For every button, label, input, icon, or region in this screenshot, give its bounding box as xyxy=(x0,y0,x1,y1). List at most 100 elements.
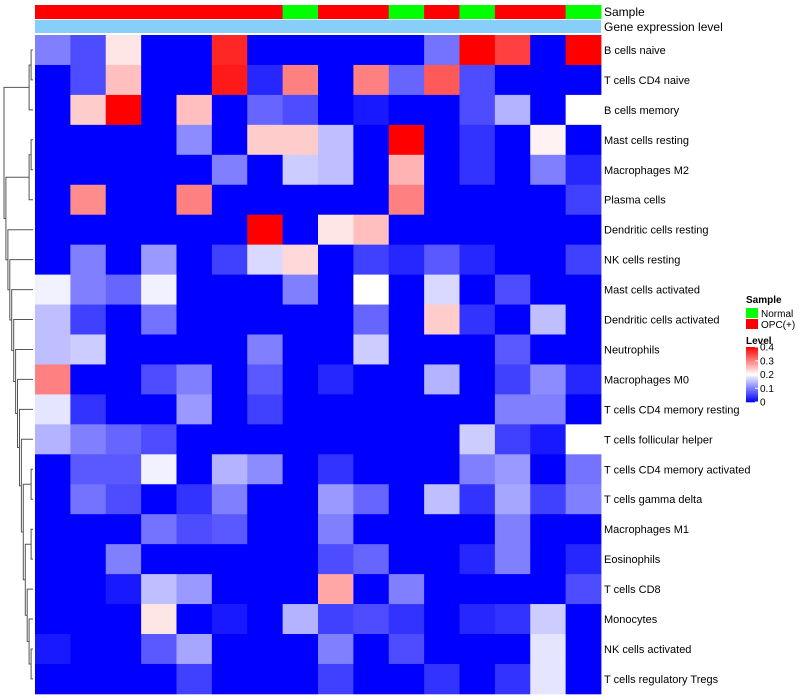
heatmap-cell xyxy=(247,514,284,545)
dendrogram-branch xyxy=(30,139,33,171)
heatmap-cell xyxy=(247,184,284,216)
heatmap-cell xyxy=(70,484,107,515)
heatmap-cell xyxy=(353,514,390,545)
level-legend-gradient-step xyxy=(746,364,758,367)
row-label: Mast cells activated xyxy=(604,285,700,297)
annotation-bars xyxy=(35,5,602,33)
heatmap-cell xyxy=(211,94,248,126)
heatmap-cell xyxy=(211,514,248,545)
heatmap-cell xyxy=(211,154,248,186)
heatmap-cell xyxy=(176,214,213,246)
row-label: NK cells resting xyxy=(604,255,680,267)
heatmap-cell xyxy=(282,574,319,605)
heatmap-cell xyxy=(388,274,425,305)
heatmap-cell xyxy=(211,544,248,575)
heatmap-cell xyxy=(247,663,284,695)
gene-annotation-label: Gene expression level xyxy=(604,20,723,34)
heatmap-cell xyxy=(424,634,460,665)
heatmap-cell xyxy=(105,274,142,305)
heatmap-cell xyxy=(494,364,531,395)
heatmap-cell xyxy=(176,274,213,305)
row-label: B cells memory xyxy=(604,105,680,117)
heatmap-cell xyxy=(105,154,142,186)
heatmap-cell xyxy=(247,94,284,126)
heatmap-cell xyxy=(282,214,319,246)
heatmap-cell xyxy=(424,304,460,335)
heatmap-cell xyxy=(353,184,390,216)
heatmap-cell xyxy=(388,663,425,695)
heatmap-cell xyxy=(530,604,567,635)
level-legend-gradient-step xyxy=(746,362,758,364)
heatmap-cell xyxy=(247,544,284,575)
heatmap-cell xyxy=(70,334,107,365)
heatmap-cell xyxy=(565,184,602,216)
heatmap-cell xyxy=(211,364,248,395)
heatmap-cell xyxy=(318,514,354,545)
heatmap-cell xyxy=(70,364,107,395)
row-label: Macrophages M0 xyxy=(604,374,689,386)
heatmap-cell xyxy=(318,124,354,156)
sample-annotation-cell xyxy=(494,5,531,19)
heatmap-cell xyxy=(424,154,460,186)
level-legend-gradient-step xyxy=(746,363,758,366)
row-label: Neutrophils xyxy=(604,345,660,357)
level-legend-title: Level xyxy=(746,336,772,347)
level-legend-gradient-step xyxy=(746,396,758,399)
heatmap-cell xyxy=(565,304,602,335)
heatmap-cell xyxy=(105,454,142,485)
level-legend-gradient-step xyxy=(746,393,758,396)
heatmap-cell xyxy=(318,454,354,485)
level-legend-tick-label: 0 xyxy=(760,398,766,409)
heatmap-cell xyxy=(35,394,71,425)
heatmap-cell xyxy=(141,274,177,305)
heatmap-cell xyxy=(565,663,602,695)
heatmap-cell xyxy=(388,454,425,485)
sample-annotation-cell xyxy=(247,5,284,19)
heatmap-cell xyxy=(35,124,71,156)
heatmap-cell xyxy=(494,154,531,186)
level-legend-tick-label: 0.4 xyxy=(760,343,774,354)
heatmap-cell xyxy=(388,94,425,126)
heatmap-cell xyxy=(424,35,460,66)
heatmap-cell xyxy=(459,544,496,575)
heatmap-cell xyxy=(318,35,354,66)
dendrogram-branch xyxy=(30,468,33,500)
heatmap-cell xyxy=(388,394,425,425)
heatmap-cell xyxy=(35,154,71,186)
row-label: T cells CD4 memory activated xyxy=(604,464,751,476)
heatmap-cell xyxy=(353,484,390,515)
heatmap-cell xyxy=(353,94,390,126)
heatmap-cell xyxy=(105,634,142,665)
heatmap-cell xyxy=(565,35,602,66)
heatmap-cell xyxy=(565,544,602,575)
level-legend-gradient-step xyxy=(746,347,758,349)
heatmap-cell xyxy=(176,394,213,425)
sample-annotation-cell xyxy=(459,5,496,19)
heatmap-cell xyxy=(459,35,496,66)
row-label: Macrophages M1 xyxy=(604,524,689,536)
heatmap-cell xyxy=(141,94,177,126)
heatmap-cell xyxy=(211,274,248,305)
heatmap-cell xyxy=(424,454,460,485)
heatmap-cell xyxy=(282,364,319,395)
heatmap-cell xyxy=(424,574,460,605)
heatmap-cell xyxy=(70,574,107,605)
level-legend-gradient-step xyxy=(746,391,758,393)
heatmap-cell xyxy=(176,64,213,96)
heatmap-cell xyxy=(494,274,531,305)
heatmap-cell xyxy=(459,394,496,425)
heatmap-cell xyxy=(176,35,213,66)
heatmap-cell xyxy=(530,214,567,246)
row-label: T cells CD8 xyxy=(604,584,661,596)
heatmap-cell xyxy=(35,544,71,575)
dendrogram-branch xyxy=(11,289,33,351)
heatmap-cell xyxy=(565,154,602,186)
heatmap-cell xyxy=(35,604,71,635)
heatmap-cell xyxy=(353,364,390,395)
heatmap-cell xyxy=(459,154,496,186)
heatmap-cell xyxy=(70,454,107,485)
heatmap-cell xyxy=(247,634,284,665)
heatmap-cell xyxy=(565,94,602,126)
heatmap-cell xyxy=(35,364,71,395)
